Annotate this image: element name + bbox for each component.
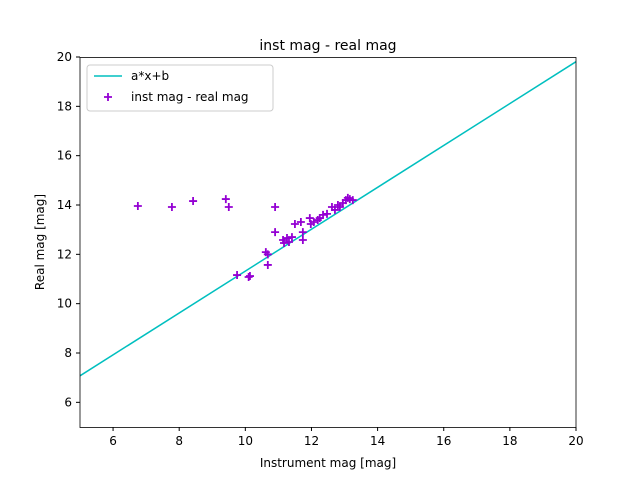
y-tick-label: 10 <box>57 297 72 311</box>
y-tick-label: 18 <box>57 99 72 113</box>
data-point <box>263 250 272 259</box>
data-point <box>330 205 339 214</box>
data-point <box>287 233 296 242</box>
data-point <box>348 196 357 205</box>
x-tick-label: 8 <box>175 434 183 448</box>
fit-line <box>80 61 576 377</box>
x-tick-label: 12 <box>304 434 319 448</box>
data-point <box>271 228 280 237</box>
x-tick-label: 18 <box>502 434 517 448</box>
data-point <box>224 202 233 211</box>
data-point <box>305 214 314 223</box>
data-point <box>133 201 142 210</box>
data-point <box>245 272 254 281</box>
x-tick-label: 16 <box>436 434 451 448</box>
axes-frame <box>79 57 577 428</box>
data-point <box>298 236 307 245</box>
chart-title: inst mag - real mag <box>259 38 396 54</box>
data-point <box>244 273 253 282</box>
x-tick-label: 10 <box>238 434 253 448</box>
legend-scatter-swatch <box>104 93 112 101</box>
data-point <box>280 238 289 247</box>
data-point <box>298 228 307 237</box>
data-point <box>167 202 176 211</box>
legend-scatter-label: inst mag - real mag <box>131 90 249 104</box>
legend-line-label: a*x+b <box>131 69 169 83</box>
data-point <box>296 218 305 227</box>
x-tick-label: 20 <box>568 434 583 448</box>
legend: a*x+b inst mag - real mag <box>86 64 274 112</box>
x-tick-label: 6 <box>109 434 117 448</box>
y-tick-label: 8 <box>64 346 72 360</box>
data-point <box>263 260 272 269</box>
data-point <box>323 209 332 218</box>
data-point <box>221 195 230 204</box>
y-tick-label: 14 <box>57 198 72 212</box>
data-point <box>271 202 280 211</box>
data-point <box>189 197 198 206</box>
y-tick-label: 6 <box>64 395 72 409</box>
y-tick-label: 16 <box>57 149 72 163</box>
x-tick-label: 14 <box>370 434 385 448</box>
data-point <box>233 271 242 280</box>
data-point <box>290 219 299 228</box>
data-point <box>319 210 328 219</box>
x-axis-label: Instrument mag [mag] <box>260 456 396 470</box>
y-axis-label: Real mag [mag] <box>33 194 47 290</box>
y-tick-label: 12 <box>57 247 72 261</box>
y-tick-label: 20 <box>57 50 72 64</box>
data-point <box>284 238 293 246</box>
